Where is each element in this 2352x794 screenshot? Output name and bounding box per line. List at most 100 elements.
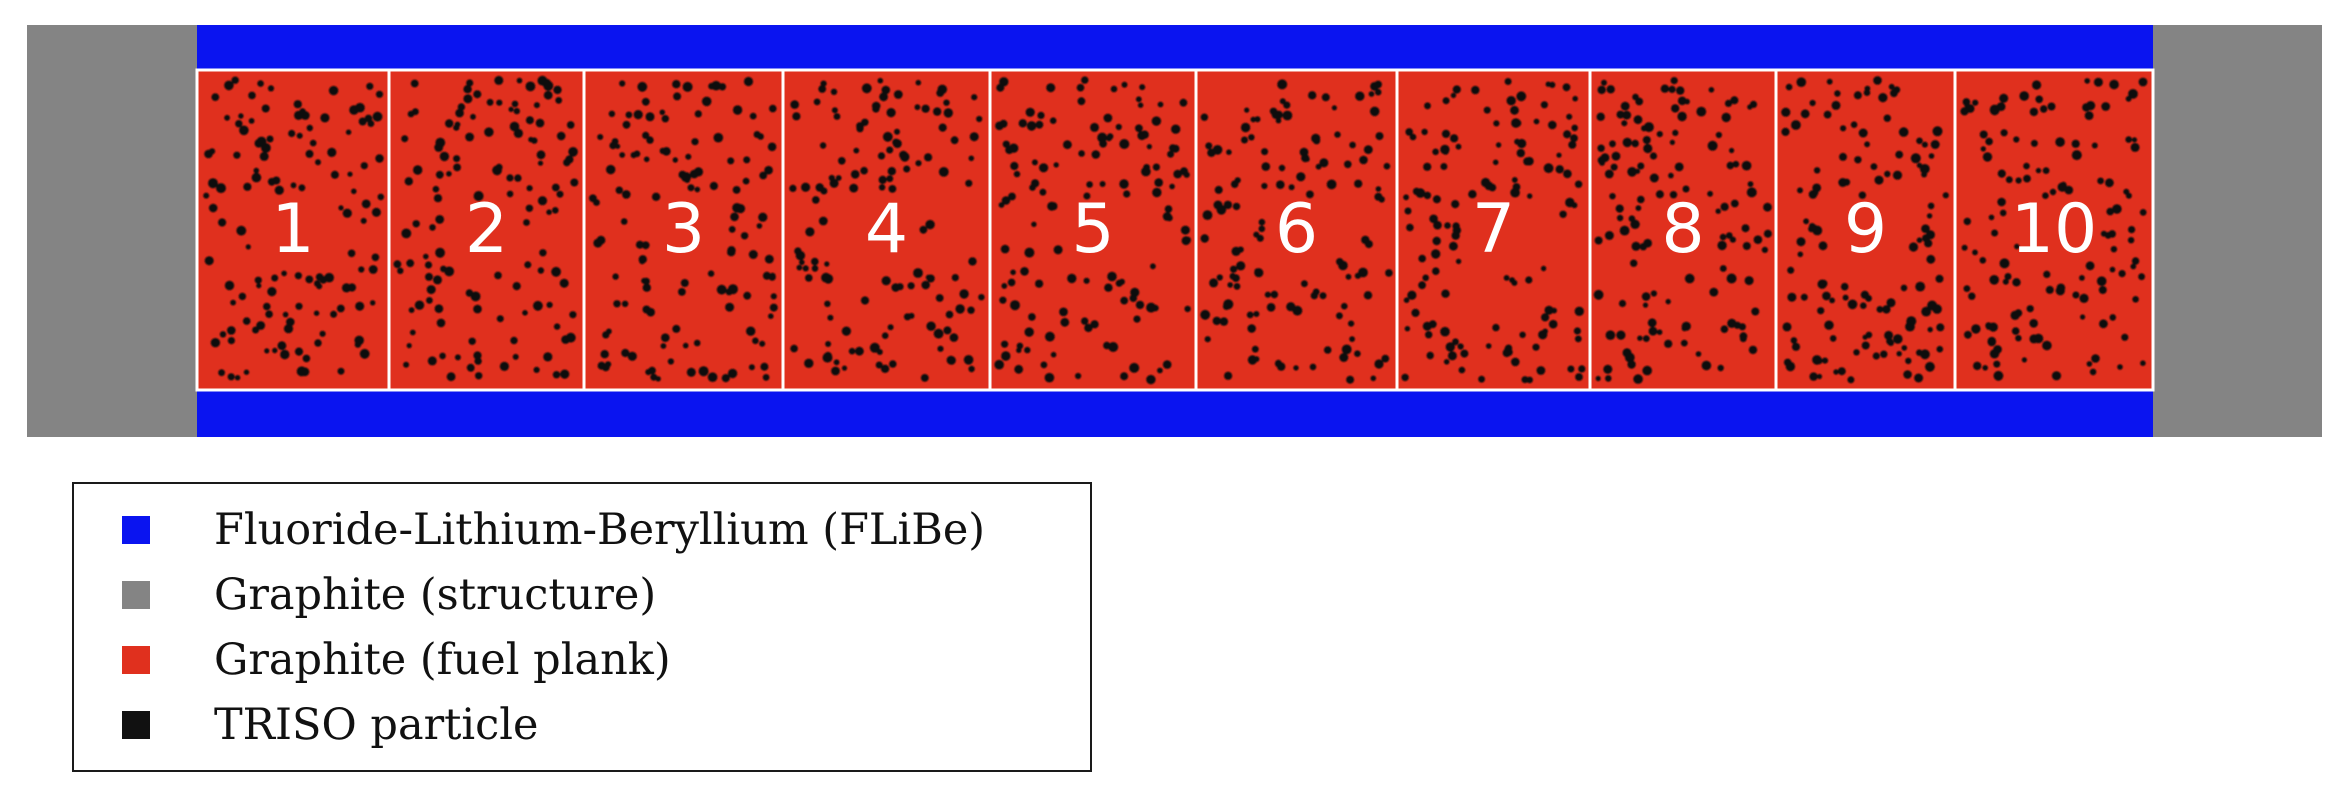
- triso-particle: [2064, 185, 2074, 195]
- triso-particle: [245, 244, 251, 250]
- triso-particle: [433, 194, 443, 203]
- triso-particle: [1506, 96, 1516, 106]
- triso-particle: [1715, 208, 1721, 214]
- triso-particle: [871, 101, 881, 111]
- triso-particle: [1555, 165, 1564, 174]
- triso-particle: [1733, 321, 1741, 329]
- triso-particle: [1261, 182, 1268, 190]
- triso-particle: [345, 129, 352, 135]
- triso-particle: [1355, 91, 1365, 101]
- triso-particle: [264, 348, 270, 354]
- triso-particle: [1152, 163, 1160, 171]
- triso-particle: [886, 108, 896, 118]
- triso-particle: [561, 335, 570, 344]
- triso-particle: [1862, 334, 1868, 340]
- triso-particle: [1458, 366, 1466, 374]
- triso-particle: [1035, 279, 1044, 288]
- triso-particle: [1643, 122, 1654, 133]
- triso-particle: [621, 348, 630, 358]
- triso-particle: [976, 115, 983, 123]
- triso-particle: [1099, 181, 1106, 187]
- triso-particle: [1895, 150, 1904, 159]
- triso-particle: [372, 111, 383, 122]
- triso-particle: [342, 208, 352, 218]
- triso-particle: [1886, 298, 1896, 308]
- triso-particle: [1107, 271, 1117, 282]
- triso-particle: [283, 324, 294, 334]
- triso-particle: [802, 265, 809, 272]
- triso-particle: [825, 341, 832, 347]
- triso-particle: [1024, 346, 1031, 354]
- triso-particle: [1993, 360, 2001, 368]
- triso-particle: [1180, 167, 1188, 176]
- triso-particle: [453, 155, 461, 163]
- triso-particle: [1180, 225, 1190, 235]
- triso-particle: [2035, 95, 2043, 104]
- triso-particle: [2013, 136, 2020, 143]
- triso-particle: [818, 216, 828, 226]
- triso-particle: [1460, 349, 1469, 358]
- triso-particle: [1368, 91, 1375, 97]
- triso-particle: [1839, 152, 1847, 161]
- triso-particle: [1853, 91, 1862, 100]
- triso-particle: [552, 371, 561, 379]
- triso-particle: [2085, 261, 2095, 271]
- triso-particle: [1135, 96, 1142, 103]
- triso-particle: [1076, 83, 1085, 92]
- triso-particle: [1403, 297, 1410, 304]
- triso-particle: [1695, 351, 1702, 357]
- triso-particle: [1338, 260, 1348, 271]
- triso-particle: [1729, 147, 1735, 154]
- triso-particle: [238, 113, 244, 119]
- triso-particle: [2040, 105, 2048, 113]
- triso-particle: [1896, 351, 1902, 357]
- triso-particle: [1143, 164, 1150, 171]
- triso-particle: [801, 182, 811, 192]
- triso-particle: [1643, 143, 1653, 154]
- triso-particle: [203, 192, 210, 199]
- triso-particle: [1665, 298, 1671, 305]
- triso-particle: [2019, 91, 2029, 101]
- triso-particle: [230, 299, 237, 306]
- triso-particle: [1935, 274, 1944, 283]
- triso-particle: [1200, 113, 1209, 121]
- triso-particle: [2004, 273, 2012, 280]
- triso-particle: [746, 326, 756, 336]
- compartment-label: 1: [271, 190, 314, 269]
- triso-particle: [1858, 191, 1867, 199]
- triso-particle: [698, 366, 709, 377]
- triso-particle: [1603, 364, 1613, 374]
- triso-particle: [877, 152, 886, 160]
- triso-particle: [693, 339, 701, 347]
- triso-particle: [799, 259, 805, 266]
- triso-particle: [2026, 305, 2034, 313]
- triso-particle: [359, 348, 370, 359]
- triso-particle: [306, 124, 313, 132]
- triso-particle: [216, 183, 226, 194]
- triso-particle: [525, 204, 534, 212]
- triso-particle: [1720, 325, 1729, 334]
- triso-particle: [1631, 241, 1641, 251]
- triso-particle: [1604, 169, 1614, 179]
- triso-particle: [1684, 98, 1690, 105]
- triso-particle: [1730, 199, 1739, 208]
- triso-particle: [492, 165, 502, 176]
- triso-particle: [725, 288, 733, 296]
- triso-particle: [1026, 121, 1037, 131]
- triso-particle: [735, 204, 746, 214]
- triso-particle: [1247, 324, 1256, 333]
- triso-particle: [769, 303, 778, 312]
- triso-particle: [360, 217, 367, 224]
- triso-particle: [1443, 359, 1450, 365]
- triso-particle: [1450, 134, 1459, 143]
- triso-particle: [1452, 338, 1459, 346]
- triso-particle: [1641, 292, 1651, 301]
- triso-particle: [1593, 289, 1604, 300]
- triso-particle: [2002, 278, 2009, 285]
- triso-particle: [2125, 192, 2132, 199]
- triso-particle: [506, 190, 514, 198]
- triso-particle: [432, 185, 440, 193]
- triso-particle: [256, 321, 266, 330]
- triso-particle: [295, 302, 303, 310]
- triso-particle: [1516, 148, 1526, 158]
